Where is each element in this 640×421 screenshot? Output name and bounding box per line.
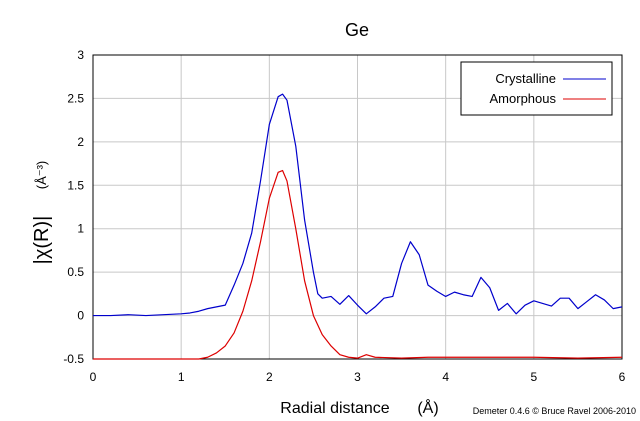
y-axis-label-group: |χ(R)| (31, 216, 53, 265)
x-tick-label: 6 (619, 370, 626, 384)
y-tick-labels: -0.5 0 0.5 1 1.5 2 2.5 3 (63, 48, 84, 366)
y-tick-label: 2.5 (67, 91, 84, 105)
y-axis-label: |χ(R)| (31, 216, 53, 265)
x-axis-unit: (Å) (417, 398, 438, 417)
y-tick-label: 3 (77, 48, 84, 62)
x-tick-labels: 0 1 2 3 4 5 6 (90, 370, 626, 384)
x-tick-label: 2 (266, 370, 273, 384)
series-layer (93, 93, 623, 360)
x-tick-label: 4 (442, 370, 449, 384)
y-tick-label: 1.5 (67, 178, 84, 192)
plot-frame (92, 54, 623, 360)
grid (93, 55, 622, 359)
y-tick-label: -0.5 (63, 352, 84, 366)
y-tick-label: 1 (77, 222, 84, 236)
y-axis-unit: (Å⁻³) (34, 161, 49, 190)
series-line-crystalline (93, 93, 623, 317)
y-axis-unit-group: (Å⁻³) (34, 161, 49, 190)
x-tick-label: 3 (354, 370, 361, 384)
x-tick-label: 1 (178, 370, 185, 384)
y-tick-label: 0 (77, 309, 84, 323)
series-line-amorphous (93, 169, 623, 360)
legend-label-crystalline: Crystalline (495, 71, 556, 86)
credit-text: Demeter 0.4.6 © Bruce Ravel 2006-2010 (473, 406, 636, 416)
x-axis-label: Radial distance (280, 400, 390, 417)
y-tick-label: 2 (77, 135, 84, 149)
legend-label-amorphous: Amorphous (490, 91, 557, 106)
legend-box (460, 61, 613, 116)
legend: Crystalline Amorphous (460, 61, 613, 116)
chart-title: Ge (345, 20, 369, 40)
x-tick-label: 5 (530, 370, 537, 384)
x-tick-label: 0 (90, 370, 97, 384)
y-tick-label: 0.5 (67, 265, 84, 279)
